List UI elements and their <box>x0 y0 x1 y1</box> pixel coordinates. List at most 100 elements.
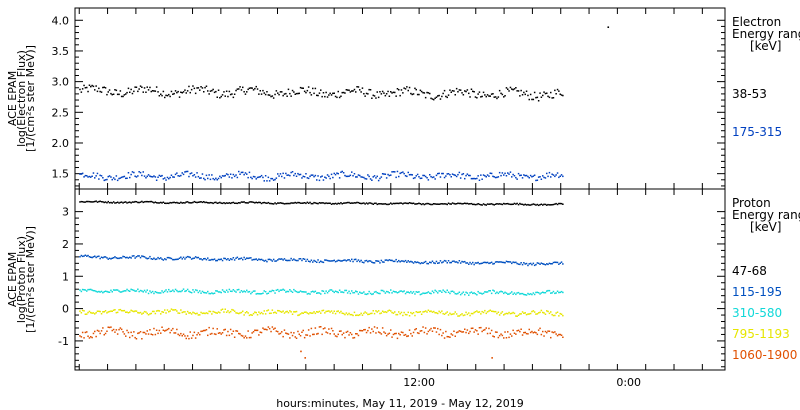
data-point <box>297 259 299 262</box>
data-point <box>87 90 89 93</box>
data-point <box>204 257 206 260</box>
data-point <box>338 311 341 314</box>
data-point <box>551 173 553 175</box>
data-point <box>279 258 282 260</box>
data-point <box>220 291 222 294</box>
data-point <box>166 256 169 259</box>
data-point <box>555 333 557 335</box>
data-point <box>256 314 259 316</box>
data-point <box>537 292 540 294</box>
data-point <box>551 313 553 316</box>
data-point <box>556 261 559 264</box>
data-point <box>344 259 346 261</box>
outlier-point <box>607 26 610 29</box>
data-point <box>291 202 294 204</box>
data-point <box>224 328 226 331</box>
data-point <box>493 96 495 98</box>
data-point <box>520 328 522 330</box>
data-point <box>203 329 205 332</box>
data-point <box>207 202 209 204</box>
data-point <box>111 257 113 259</box>
data-point <box>360 202 362 205</box>
data-point <box>258 311 260 313</box>
data-point <box>507 312 509 315</box>
data-point <box>408 292 411 294</box>
data-point <box>420 330 423 332</box>
data-point <box>111 93 113 96</box>
data-point <box>188 85 190 88</box>
data-point <box>443 89 446 92</box>
data-point <box>285 172 287 175</box>
data-point <box>158 202 161 204</box>
data-point <box>426 311 428 313</box>
data-point <box>86 313 88 315</box>
data-point <box>227 330 229 333</box>
data-point <box>258 334 260 336</box>
data-point <box>231 290 233 293</box>
data-point <box>307 86 310 88</box>
data-point <box>119 327 122 329</box>
data-point <box>158 329 161 332</box>
data-point <box>453 291 455 293</box>
data-point <box>264 175 267 177</box>
data-point <box>150 258 152 260</box>
data-point <box>427 291 430 293</box>
data-point <box>299 290 302 292</box>
data-point <box>356 333 358 335</box>
data-point <box>384 311 387 313</box>
data-point <box>216 259 218 262</box>
data-point <box>507 293 509 295</box>
data-point <box>283 312 286 314</box>
data-point <box>83 289 85 291</box>
legend-title: Proton <box>732 196 771 210</box>
data-point <box>151 90 154 92</box>
data-point <box>445 203 447 205</box>
data-point <box>490 172 493 175</box>
data-point <box>193 257 196 259</box>
data-point <box>326 174 329 176</box>
data-point <box>470 177 473 180</box>
data-point <box>464 328 466 330</box>
data-point <box>216 179 218 181</box>
data-point <box>150 90 152 93</box>
data-point <box>95 85 97 87</box>
data-point <box>447 94 450 96</box>
data-point <box>419 293 422 296</box>
data-point <box>307 260 310 262</box>
data-point <box>555 292 557 294</box>
data-point <box>107 258 109 260</box>
data-point <box>90 85 92 88</box>
data-point <box>326 259 329 262</box>
data-point <box>391 311 393 314</box>
data-point <box>380 289 383 292</box>
data-point <box>427 330 430 333</box>
data-point <box>208 259 210 261</box>
data-point <box>310 291 313 293</box>
data-point <box>158 95 161 97</box>
data-point <box>379 262 381 264</box>
data-point <box>375 332 377 334</box>
data-point <box>286 174 288 176</box>
data-point <box>321 309 323 312</box>
data-point <box>221 175 224 177</box>
data-point <box>182 288 185 290</box>
data-point <box>215 259 217 262</box>
data-point <box>266 293 268 295</box>
data-point <box>88 310 91 313</box>
data-point <box>250 336 252 339</box>
data-point <box>313 311 315 313</box>
data-point <box>251 201 253 203</box>
data-point <box>112 257 115 259</box>
data-point <box>368 290 370 293</box>
data-point <box>445 312 447 314</box>
data-point <box>165 179 167 181</box>
data-point <box>441 291 443 293</box>
data-point <box>395 258 397 261</box>
data-point <box>396 170 399 173</box>
data-point <box>98 200 100 203</box>
data-point <box>422 174 424 177</box>
data-point <box>80 336 83 338</box>
data-point <box>122 310 124 312</box>
data-point <box>533 203 536 206</box>
data-point <box>446 311 448 313</box>
